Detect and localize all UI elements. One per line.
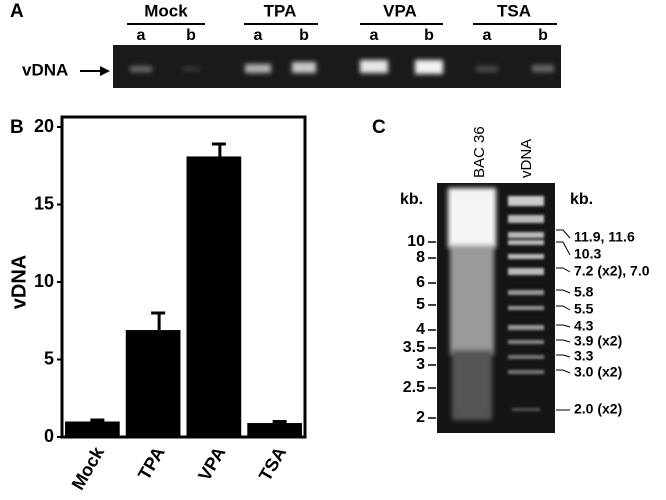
bar bbox=[247, 423, 302, 437]
x-tick-label: VPA bbox=[194, 443, 229, 484]
ladder-label: 3 bbox=[416, 356, 425, 373]
band-size-label: 5.8 bbox=[574, 284, 594, 300]
lane-label: vDNA bbox=[518, 139, 535, 178]
lane-label: b bbox=[538, 27, 548, 44]
gel-c-lane1 bbox=[448, 188, 496, 420]
lane-label: a bbox=[137, 27, 146, 44]
y-tick-label: 20 bbox=[34, 116, 54, 136]
band-connector bbox=[556, 339, 571, 343]
y-axis-label: vDNA bbox=[8, 255, 30, 309]
band-connector bbox=[556, 324, 571, 328]
error-bar bbox=[211, 142, 226, 157]
arrow-head bbox=[100, 66, 110, 76]
panel-label: C bbox=[372, 117, 386, 138]
unit-label: kb. bbox=[570, 191, 593, 208]
band-connector bbox=[556, 241, 571, 256]
band-connector bbox=[556, 354, 571, 358]
group-label: TSA bbox=[497, 1, 531, 20]
panel-label: A bbox=[10, 1, 24, 22]
ladder-label: 10 bbox=[407, 233, 425, 250]
lane-label: a bbox=[254, 27, 263, 44]
band-label: vDNA bbox=[22, 60, 68, 79]
band-size-label: 11.9, 11.6 bbox=[574, 229, 635, 245]
panel-label: B bbox=[10, 117, 24, 138]
band-connector bbox=[556, 305, 571, 311]
y-tick-label: 0 bbox=[44, 426, 54, 446]
gel-c-lane2 bbox=[508, 196, 544, 411]
band-size-label: 3.0 (x2) bbox=[574, 364, 622, 380]
band-connector bbox=[556, 229, 571, 239]
lane-label: a bbox=[483, 27, 492, 44]
x-tick-label: TSA bbox=[255, 443, 290, 484]
bar bbox=[186, 156, 242, 437]
y-tick-label: 10 bbox=[34, 271, 54, 291]
x-tick-label: TPA bbox=[134, 443, 169, 483]
y-tick-label: 5 bbox=[44, 348, 54, 368]
band-connector bbox=[556, 289, 571, 294]
band-size-label: 3.3 bbox=[574, 348, 594, 364]
band-size-label: 3.9 (x2) bbox=[574, 333, 622, 349]
band-size-label: 10.3 bbox=[574, 246, 601, 262]
band-connector bbox=[556, 369, 571, 374]
ladder-label: 3.5 bbox=[403, 339, 425, 356]
x-tick-label: Mock bbox=[68, 443, 109, 494]
bar bbox=[125, 330, 181, 437]
band-size-label: 7.2 (x2), 7.0 bbox=[574, 263, 650, 279]
error-bar bbox=[90, 418, 105, 422]
bar bbox=[65, 421, 120, 437]
panel-b: 0 5 10 15 20 Mock TPA VPA TSA bbox=[34, 116, 302, 493]
ladder-label: 2.5 bbox=[403, 379, 425, 396]
unit-label: kb. bbox=[400, 191, 423, 208]
ladder-label: 8 bbox=[416, 249, 425, 266]
ladder-label: 5 bbox=[416, 296, 425, 313]
error-bar bbox=[272, 420, 287, 424]
group-label: Mock bbox=[144, 1, 188, 20]
ladder-label: 2 bbox=[416, 409, 425, 426]
ladder-label: 4 bbox=[416, 321, 425, 338]
lane-label: b bbox=[299, 27, 309, 44]
band-size-label: 5.5 bbox=[574, 301, 594, 317]
band-size-label: 4.3 bbox=[574, 318, 594, 334]
lane-label: b bbox=[424, 27, 434, 44]
gel-a-bands bbox=[130, 60, 554, 74]
lane-label: a bbox=[370, 27, 379, 44]
group-label: TPA bbox=[264, 1, 297, 20]
y-tick-label: 15 bbox=[34, 193, 54, 213]
plot-frame bbox=[60, 115, 307, 439]
band-size-label: 2.0 (x2) bbox=[574, 401, 622, 417]
lane-label: b bbox=[186, 27, 196, 44]
band-connector bbox=[556, 267, 571, 273]
error-bar bbox=[151, 311, 166, 331]
group-label: VPA bbox=[383, 1, 417, 20]
ladder-label: 6 bbox=[416, 274, 425, 291]
panel-c: BAC 36 vDNA kb. kb. 108 6 5 43.53 2.5 2 11.9, 11.6… bbox=[400, 126, 650, 426]
lane-label: BAC 36 bbox=[471, 126, 488, 178]
